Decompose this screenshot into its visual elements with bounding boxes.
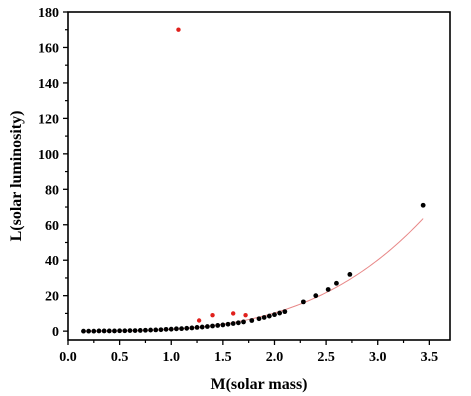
y-tick-label: 40 xyxy=(45,254,59,269)
y-tick-label: 140 xyxy=(38,77,59,92)
data-point-red xyxy=(230,311,236,316)
y-tick-label: 80 xyxy=(45,183,59,198)
data-point-black xyxy=(225,321,231,327)
data-point-black xyxy=(241,319,246,325)
data-point-black xyxy=(235,320,241,326)
data-point-black xyxy=(117,328,123,334)
x-tick-label: 1.5 xyxy=(214,350,232,365)
data-point-black xyxy=(122,328,128,334)
data-point-black xyxy=(96,328,102,334)
data-point-black xyxy=(272,312,277,318)
data-point-black xyxy=(168,326,174,332)
data-point-black xyxy=(266,313,272,319)
x-tick-label: 0.5 xyxy=(111,350,129,365)
data-point-red xyxy=(210,312,215,318)
data-point-black xyxy=(184,325,190,331)
y-tick-label: 20 xyxy=(45,290,59,305)
data-point-black xyxy=(282,309,288,315)
x-tick-label: 2.5 xyxy=(317,350,335,365)
data-point-black xyxy=(127,328,133,334)
data-point-black xyxy=(81,328,86,334)
data-point-black xyxy=(230,321,236,326)
tick-marks xyxy=(63,11,431,345)
data-point-red xyxy=(243,312,248,318)
fit-curve xyxy=(83,218,424,332)
data-point-red xyxy=(176,27,181,32)
x-tick-label: 3.5 xyxy=(421,350,439,365)
data-point-black xyxy=(347,272,353,277)
data-point-black xyxy=(334,280,339,286)
data-point-black xyxy=(277,310,283,316)
y-tick-label: 180 xyxy=(38,6,59,21)
x-tick-label: 3.0 xyxy=(369,350,387,365)
data-point-black xyxy=(158,327,164,333)
data-point-black xyxy=(153,327,159,333)
data-point-black xyxy=(256,316,262,322)
data-point-black xyxy=(189,325,195,331)
data-point-black xyxy=(112,328,117,334)
data-point-red xyxy=(196,318,202,323)
data-point-black xyxy=(300,299,306,305)
x-tick-label: 2.0 xyxy=(266,350,284,365)
x-tick-labels: 0.0 0.5 1.0 1.5 2.0 2.5 3.0 3.5 xyxy=(59,350,438,365)
data-point-black xyxy=(215,323,221,328)
y-tick-label: 100 xyxy=(38,148,59,163)
y-axis-title: L(solar luminosity) xyxy=(8,111,25,242)
data-point-black xyxy=(220,322,226,328)
data-point-black xyxy=(101,328,107,334)
data-points xyxy=(81,27,426,334)
data-point-black xyxy=(137,328,143,333)
y-tick-label: 160 xyxy=(38,41,59,56)
data-point-black xyxy=(174,326,179,332)
data-point-black xyxy=(199,324,205,330)
data-point-black xyxy=(313,293,319,299)
data-point-black xyxy=(261,315,267,320)
data-point-black xyxy=(325,287,331,292)
data-point-black xyxy=(210,323,215,329)
plot-frame xyxy=(67,11,451,341)
data-point-black xyxy=(132,328,138,334)
y-tick-label: 120 xyxy=(38,112,59,127)
y-tick-labels: 0 20 40 60 80 100 120 140 160 180 xyxy=(38,6,59,340)
data-point-black xyxy=(204,324,210,329)
x-tick-label: 1.0 xyxy=(162,350,180,365)
data-point-black xyxy=(179,326,184,332)
data-point-black xyxy=(194,325,200,330)
data-point-black xyxy=(163,326,169,332)
data-point-black xyxy=(86,328,92,334)
data-point-black xyxy=(148,327,153,333)
data-point-black xyxy=(249,318,255,323)
data-point-black xyxy=(143,327,148,333)
x-tick-label: 0.0 xyxy=(59,350,77,365)
data-point-black xyxy=(91,328,97,334)
data-point-black xyxy=(420,202,426,208)
x-axis-title: M(solar mass) xyxy=(210,376,307,393)
y-tick-label: 0 xyxy=(52,325,59,340)
y-tick-label: 60 xyxy=(45,219,59,234)
data-point-black xyxy=(106,328,112,334)
